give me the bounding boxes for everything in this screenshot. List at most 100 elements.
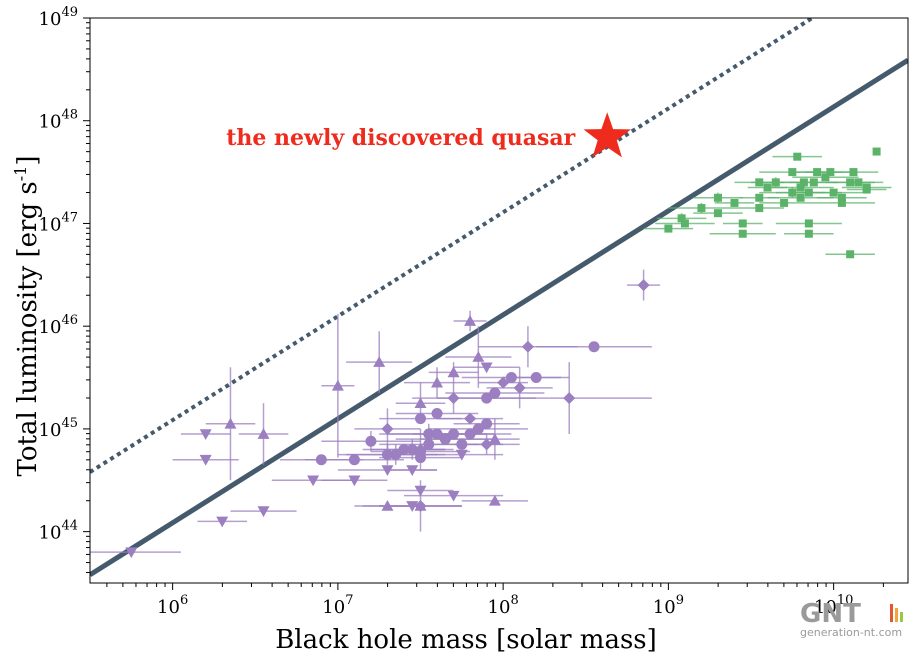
- x-tick-label: 108: [488, 593, 519, 618]
- data-point-tri_down: [406, 501, 419, 512]
- data-point-tri_up: [373, 356, 386, 367]
- data-point-circle: [415, 413, 427, 425]
- data-point-circle: [505, 372, 517, 384]
- x-tick-base: 10: [322, 597, 345, 618]
- x-tick-base: 10: [814, 597, 837, 618]
- solid-reference-line: [90, 58, 908, 577]
- x-tick-exponent: 9: [676, 593, 684, 608]
- data-point-diamond: [439, 433, 452, 446]
- data-point-square: [813, 168, 822, 177]
- data-point-tri_up: [431, 376, 444, 388]
- data-point-square: [862, 185, 871, 194]
- y-tick-exponent: 44: [61, 519, 78, 534]
- data-point-diamond: [521, 340, 534, 353]
- data-point-square: [763, 183, 772, 192]
- y-tick-base: 10: [39, 214, 62, 235]
- data-point-tri_down: [307, 475, 320, 487]
- data-point-square: [846, 250, 855, 259]
- data-point-square: [829, 188, 838, 197]
- data-point-square: [804, 229, 813, 238]
- x-tick-base: 10: [653, 597, 676, 618]
- data-point-tri_up: [414, 499, 427, 511]
- data-point-square: [826, 168, 835, 177]
- data-point-diamond: [381, 422, 394, 435]
- data-point-square: [664, 224, 673, 233]
- data-point-square: [755, 178, 764, 187]
- y-tick-base: 10: [39, 523, 62, 544]
- watermark-bar-icon: [895, 608, 898, 622]
- data-point-tri_down: [199, 429, 212, 441]
- data-point-square: [738, 219, 747, 228]
- data-point-square: [821, 173, 830, 182]
- data-point-square: [755, 193, 764, 202]
- y-tick-base: 10: [39, 317, 62, 338]
- data-point-tri_up: [414, 397, 427, 409]
- data-point-square: [854, 178, 863, 187]
- y-axis-title-sup: -1: [11, 166, 30, 182]
- data-point-circle: [489, 387, 501, 399]
- data-point-square: [849, 168, 858, 177]
- quasar-star-marker: [583, 112, 631, 158]
- y-tick-exponent: 48: [61, 108, 78, 123]
- y-tick-label: 1044: [39, 519, 78, 544]
- data-point-circle: [406, 443, 418, 455]
- y-axis-title-main: Total luminosity [erg s: [13, 181, 43, 476]
- data-point-square: [796, 193, 805, 202]
- data-point-circle: [381, 449, 393, 461]
- data-point-diamond: [464, 412, 477, 425]
- y-tick-label: 1048: [39, 108, 78, 133]
- data-point-circle: [481, 392, 493, 404]
- data-point-square: [796, 183, 805, 192]
- data-point-circle: [423, 428, 435, 440]
- data-point-tri_down: [199, 454, 212, 466]
- data-point-square: [846, 178, 855, 187]
- data-point-diamond: [497, 376, 510, 389]
- watermark: GNT generation-nt.com: [800, 599, 903, 639]
- data-point-circle: [464, 428, 476, 440]
- data-point-tri_up: [224, 417, 237, 429]
- data-point-tri_down: [455, 449, 468, 461]
- data-point-tri_down: [406, 465, 419, 476]
- data-point-tri_up: [381, 499, 394, 511]
- data-point-square: [809, 178, 818, 187]
- data-point-square: [738, 229, 747, 238]
- x-tick-label: 106: [157, 593, 188, 618]
- data-point-square: [799, 178, 808, 187]
- data-point-square: [804, 219, 813, 228]
- x-axis-title: Black hole mass [solar mass]: [275, 625, 657, 655]
- y-tick-exponent: 47: [61, 210, 78, 225]
- data-point-square: [755, 204, 764, 213]
- data-point-diamond: [447, 392, 460, 405]
- watermark-site: generation-nt.com: [800, 626, 902, 639]
- data-point-circle: [315, 454, 327, 466]
- data-point-tri_down: [216, 516, 229, 528]
- data-point-square: [677, 214, 686, 223]
- y-tick-base: 10: [39, 420, 62, 441]
- data-point-tri_down: [480, 362, 493, 374]
- data-point-square: [793, 152, 802, 161]
- y-tick-exponent: 45: [61, 416, 78, 431]
- data-point-circle: [431, 428, 443, 440]
- y-tick-exponent: 46: [61, 313, 78, 328]
- y-axis-title-close: ]: [13, 156, 43, 166]
- x-tick-label: 1010: [814, 593, 853, 618]
- quasar-annotation: the newly discovered quasar: [226, 125, 575, 151]
- dotted-reference-line: [90, 18, 817, 474]
- y-tick-base: 10: [39, 9, 62, 30]
- data-point-circle: [448, 428, 460, 440]
- plot-frame: [89, 17, 909, 584]
- data-point-tri_up: [331, 379, 344, 391]
- x-tick-base: 10: [157, 597, 180, 618]
- data-point-tri_down: [257, 506, 270, 518]
- data-point-tri_down: [381, 465, 394, 476]
- data-point-diamond: [513, 381, 526, 394]
- y-tick-label: 1049: [39, 5, 78, 30]
- reference-lines: [90, 18, 908, 577]
- data-point-circle: [481, 418, 493, 430]
- data-point-square: [771, 178, 780, 187]
- data-point-square: [837, 198, 846, 207]
- data-point-square: [788, 168, 797, 177]
- data-point-tri_down: [125, 547, 138, 559]
